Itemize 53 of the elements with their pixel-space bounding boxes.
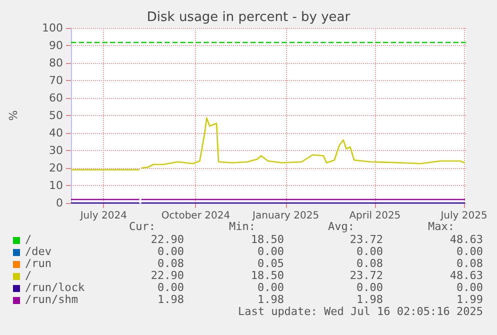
text: 0.08 — [456, 257, 483, 270]
legend-label: /run/shm — [25, 293, 78, 306]
text: 1.98 — [258, 293, 284, 306]
y-tick-label: 90 — [49, 39, 63, 52]
x-tick-label: October 2024 — [161, 210, 230, 222]
text: 0.00 — [356, 245, 383, 258]
text: 0.00 — [456, 245, 483, 258]
text: 48.63 — [450, 269, 483, 282]
text: 0.00 — [258, 281, 284, 294]
y-tick-label: 0 — [56, 196, 63, 210]
text: 0.00 — [258, 245, 284, 258]
legend-label: /dev — [25, 245, 52, 258]
text: 22.90 — [150, 269, 184, 282]
text: 18.50 — [250, 233, 284, 246]
text: Last update: Wed Jul 16 02:05:16 2025 — [238, 305, 483, 318]
text: 0.05 — [258, 257, 284, 270]
y-tick-label: 40 — [49, 126, 63, 140]
text: 1.99 — [456, 293, 483, 306]
y-tick-label: 70 — [49, 74, 63, 87]
y-tick-label: 20 — [49, 162, 63, 174]
text: 0.00 — [456, 281, 483, 294]
x-tick-label: April 2025 — [349, 210, 401, 222]
text: Max: — [428, 220, 454, 233]
y-tick-label: 30 — [49, 144, 63, 157]
y-tick-label: 60 — [49, 92, 63, 104]
text: 0.08 — [158, 257, 184, 270]
text: 48.63 — [450, 233, 483, 246]
y-tick-label: 50 — [49, 109, 63, 122]
x-tick-label: January 2025 — [252, 210, 320, 222]
text: 0.08 — [356, 257, 383, 270]
legend-label: / — [25, 269, 32, 282]
x-tick-label: July 2024 — [79, 210, 127, 222]
y-tick-label: 100 — [42, 22, 63, 34]
text: 0.00 — [158, 281, 184, 294]
y-axis-title: % — [7, 110, 20, 121]
legend-label: /run — [25, 257, 52, 270]
legend-label: / — [25, 233, 32, 246]
text: 0.00 — [158, 245, 184, 258]
legend-label: /run/lock — [25, 281, 85, 294]
text: Min: — [229, 220, 256, 233]
text: 23.72 — [350, 233, 383, 246]
text: 1.98 — [356, 293, 383, 306]
y-tick-label: 10 — [49, 179, 63, 192]
text: Cur: — [129, 220, 156, 233]
text: 22.90 — [150, 233, 184, 246]
text: 1.98 — [158, 293, 184, 306]
y-tick-label: 80 — [49, 56, 63, 70]
text: 0.00 — [356, 281, 383, 294]
text: 18.50 — [250, 269, 284, 282]
text: 23.72 — [350, 269, 383, 282]
text: Avg: — [328, 220, 354, 233]
x-tick-label: July 2025 — [440, 210, 488, 222]
chart-title: Disk usage in percent - by year — [146, 10, 351, 25]
